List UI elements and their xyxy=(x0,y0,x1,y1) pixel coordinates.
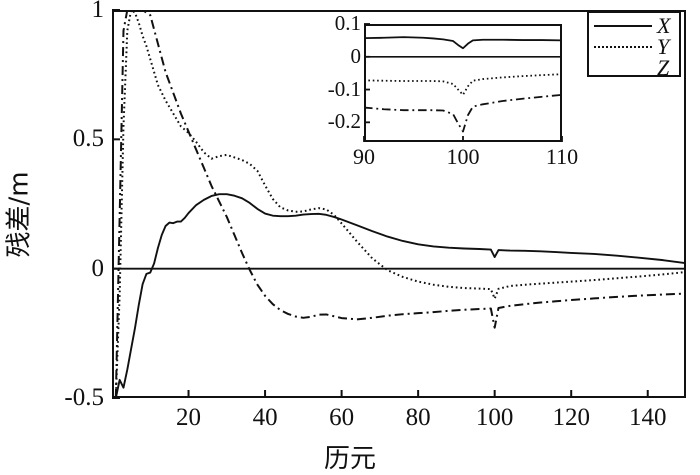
inset-series-line-y xyxy=(364,73,562,96)
legend-label: X xyxy=(657,13,671,38)
inset-y-axis-tick-label: 0 xyxy=(350,43,362,68)
legend-item-z[interactable]: Z xyxy=(589,57,683,79)
inset-x-axis-tick-label: 90 xyxy=(353,144,375,169)
main-plot-canvas xyxy=(112,9,686,399)
legend-line-sample-dotted xyxy=(594,46,652,50)
legend-line-sample-dashdot xyxy=(594,67,652,69)
inset-x-axis-tick-label: 110 xyxy=(545,144,579,169)
y-axis-tick-label: 0 xyxy=(91,254,105,282)
x-axis-tick-label: 80 xyxy=(405,404,431,431)
x-axis-tick-label: 60 xyxy=(329,404,355,431)
legend-label: Y xyxy=(657,34,670,59)
inset-plot xyxy=(363,23,563,142)
x-axis-tick-label: 20 xyxy=(176,404,202,431)
x-axis-tick-label: 140 xyxy=(628,404,667,431)
y-axis-tick-label: 0.5 xyxy=(72,125,104,153)
x-axis-tick-label: 40 xyxy=(252,404,278,431)
series-line-z xyxy=(114,10,686,398)
series-line-y xyxy=(114,10,686,398)
legend-item-x[interactable]: X xyxy=(589,15,683,37)
legend-item-y[interactable]: Y xyxy=(589,36,683,58)
inset-y-axis-tick-label: -0.2 xyxy=(327,109,361,134)
legend-line-sample-solid xyxy=(594,25,652,29)
inset-plot-frame xyxy=(364,24,562,142)
legend-label: Z xyxy=(657,55,670,80)
y-axis-title: 残差/m xyxy=(4,171,35,258)
y-axis-tick-label: -0.5 xyxy=(64,384,104,411)
inset-series-line-x xyxy=(364,36,562,50)
y-axis-tick-label: 1 xyxy=(91,0,105,23)
x-axis-tick-label: 120 xyxy=(552,404,590,431)
series-line-x xyxy=(114,193,686,398)
inset-y-axis-tick-label: -0.1 xyxy=(327,76,361,101)
inset-plot-canvas xyxy=(363,23,563,142)
inset-x-axis-tick-label: 100 xyxy=(446,144,480,169)
inset-series-line-z xyxy=(364,93,562,133)
x-axis-tick-label: 100 xyxy=(475,404,514,431)
inset-y-axis-tick-label: 0.1 xyxy=(334,11,361,35)
x-axis-title: 历元 xyxy=(323,444,376,474)
